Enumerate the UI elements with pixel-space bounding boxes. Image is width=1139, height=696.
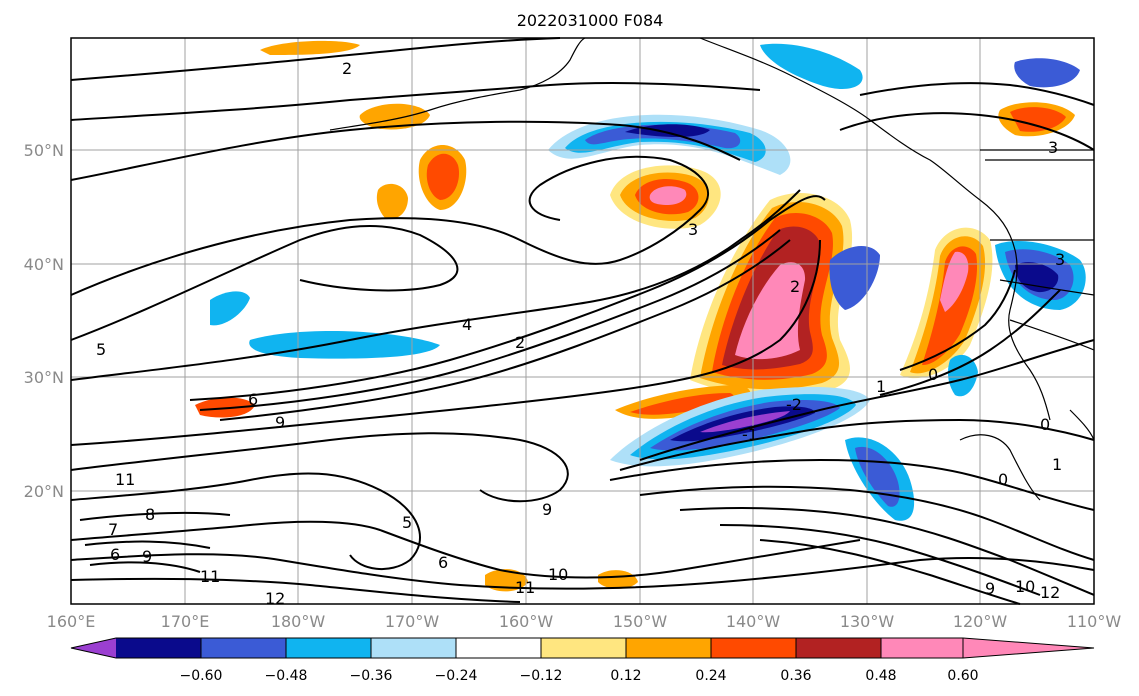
shade-pos-f: [376, 183, 408, 219]
shade-neg-h: [760, 43, 863, 90]
colorbar-label: 0.48: [865, 668, 896, 684]
contour-label: 5: [402, 513, 412, 532]
contour-label: -1: [742, 425, 758, 444]
contour-label: 11: [115, 470, 135, 489]
colorbar-swatch: [541, 638, 626, 658]
contour-label: 2: [790, 277, 800, 296]
graticule: [71, 38, 1094, 604]
colorbar-label: −0.24: [435, 668, 478, 684]
coastlines: [329, 37, 1095, 501]
lat-label: 30°N: [24, 368, 64, 387]
shade-pos-l-dark: [1010, 107, 1066, 132]
colorbar-swatch: [881, 638, 963, 658]
colorbar-label: −0.12: [520, 668, 563, 684]
shade-pos-c-dark: [630, 393, 734, 415]
lat-label: 50°N: [24, 141, 64, 160]
shade-pos-h: [260, 40, 360, 55]
contour-label: 9: [985, 579, 995, 598]
contour-label: 3: [1048, 138, 1058, 157]
contour-label: 10: [1015, 577, 1035, 596]
map-frame: [70, 37, 1095, 605]
contour-label-group: 2 5 6 6 6 7 8 9 9 9 10 11 11 11 12 12 4 …: [96, 59, 1065, 608]
contour-label: 0: [998, 470, 1008, 489]
lon-label: 170°W: [385, 612, 440, 631]
contour-lines: [70, 37, 1095, 605]
shade-neg-g: [210, 291, 250, 326]
contour-label: 3: [688, 220, 698, 239]
shade-pos-a-pink: [649, 186, 687, 205]
lon-label: 130°W: [840, 612, 895, 631]
contour-label: 4: [462, 315, 472, 334]
colorbar-swatch: [116, 638, 201, 658]
lon-label: 160°W: [499, 612, 554, 631]
contour-label: 6: [110, 545, 120, 564]
colorbar-extend-low: [71, 638, 116, 658]
contour-label: 6: [248, 390, 258, 409]
lon-label: 180°W: [271, 612, 326, 631]
contour-label: 6: [438, 553, 448, 572]
colorbar-label: −0.60: [180, 668, 223, 684]
lat-axis: 50°N 40°N 30°N 20°N: [24, 141, 64, 501]
colorbar-extend-high: [963, 638, 1094, 658]
colorbar-label: −0.48: [265, 668, 308, 684]
contour-label: 8: [145, 505, 155, 524]
contour-label: 1: [1052, 455, 1062, 474]
lon-label: 150°W: [613, 612, 668, 631]
shade-neg-f: [249, 330, 440, 359]
contour-label: 9: [142, 547, 152, 566]
colorbar-label: 0.24: [695, 668, 726, 684]
lon-label: 140°W: [726, 612, 781, 631]
colorbar-label: 0.12: [610, 668, 641, 684]
colorbar-swatch: [796, 638, 881, 658]
colorbar-swatch: [286, 638, 371, 658]
contour-label: 10: [548, 565, 568, 584]
colorbar-swatch: [626, 638, 711, 658]
contour-label: 7: [108, 520, 118, 539]
contour-label: 12: [1040, 583, 1060, 602]
contour-label: 2: [515, 333, 525, 352]
contour-label: 1: [876, 377, 886, 396]
figure-title: 2022031000 F084: [517, 11, 664, 30]
lon-axis: 160°E 170°E 180°W 170°W 160°W 150°W 140°…: [47, 612, 1122, 631]
shade-pos-k: [598, 570, 638, 589]
lat-label: 20°N: [24, 482, 64, 501]
colorbar-swatch: [456, 638, 541, 658]
contour-label: 11: [200, 567, 220, 586]
contour-label: -2: [786, 395, 802, 414]
colorbar-swatch: [711, 638, 796, 658]
contour-label: 2: [342, 59, 352, 78]
lat-label: 40°N: [24, 255, 64, 274]
colorbar-label: 0.60: [947, 668, 978, 684]
colorbar-label: 0.36: [780, 668, 811, 684]
contour-label: 9: [275, 413, 285, 432]
shade-pos-d-pink: [940, 251, 969, 312]
lon-label: 110°W: [1067, 612, 1122, 631]
contour-label: 5: [96, 340, 106, 359]
contour-label: 0: [1040, 415, 1050, 434]
colorbar: −0.60 −0.48 −0.36 −0.24 −0.12 0.12 0.24 …: [70, 637, 1095, 684]
colorbar-label: −0.36: [350, 668, 393, 684]
shade-neg-c-purple: [700, 411, 790, 433]
shade-pos-j: [485, 569, 528, 592]
colorbar-swatch: [371, 638, 456, 658]
lon-label: 160°E: [47, 612, 96, 631]
contour-label: 3: [1055, 250, 1065, 269]
shaded-fields: [195, 40, 1086, 592]
contour-label: 0: [928, 365, 938, 384]
contour-label: 12: [265, 589, 285, 608]
lon-label: 170°E: [161, 612, 210, 631]
shade-neg-k: [947, 354, 978, 397]
contour-label: 9: [542, 500, 552, 519]
contour-label: 11: [515, 578, 535, 597]
colorbar-swatch: [201, 638, 286, 658]
shade-neg-i: [1014, 58, 1080, 88]
lon-label: 120°W: [953, 612, 1008, 631]
shade-pos-e-dark: [426, 153, 460, 200]
